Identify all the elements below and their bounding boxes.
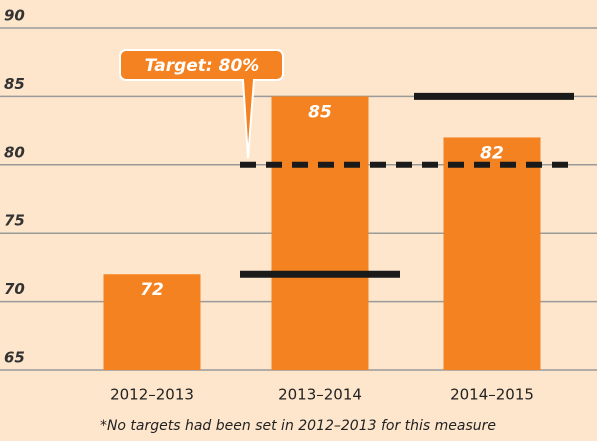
callout-box bbox=[119, 49, 284, 159]
bar bbox=[103, 274, 201, 370]
y-tick-label: 80 bbox=[4, 143, 25, 161]
y-tick-label: 85 bbox=[4, 75, 25, 93]
value-label: 72 bbox=[140, 280, 164, 300]
target-label: Target: 80% bbox=[145, 56, 260, 76]
y-tick-label: 75 bbox=[4, 212, 25, 230]
x-tick-label: 2014–2015 bbox=[450, 386, 534, 404]
y-tick-label: 90 bbox=[4, 7, 25, 25]
y-tick-label: 65 bbox=[4, 349, 25, 367]
bar bbox=[271, 96, 369, 371]
y-tick-label: 70 bbox=[4, 280, 25, 298]
bar bbox=[443, 137, 541, 370]
value-label: 82 bbox=[480, 143, 504, 163]
x-tick-label: 2013–2014 bbox=[278, 386, 362, 404]
footnote: *No targets had been set in 2012–2013 fo… bbox=[100, 418, 496, 434]
x-tick-label: 2012–2013 bbox=[110, 386, 194, 404]
value-label: 85 bbox=[308, 102, 332, 122]
